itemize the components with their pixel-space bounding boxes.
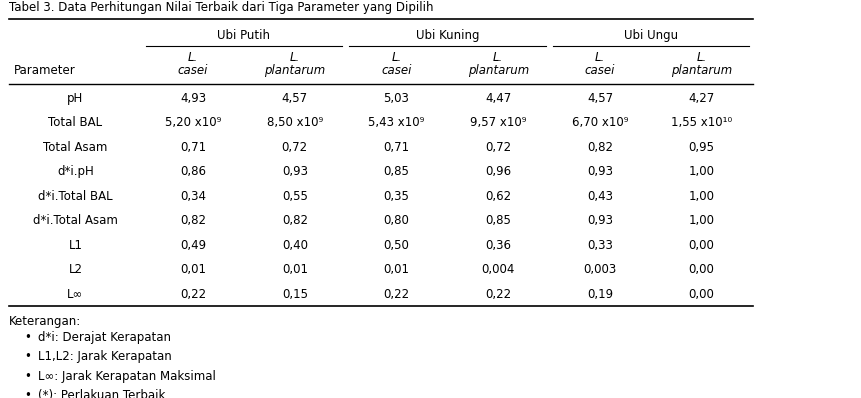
Text: L2: L2 (68, 263, 83, 276)
Text: 0,40: 0,40 (282, 239, 307, 252)
Text: Tabel 3. Data Perhitungan Nilai Terbaik dari Tiga Parameter yang Dipilih: Tabel 3. Data Perhitungan Nilai Terbaik … (9, 1, 432, 14)
Text: 1,00: 1,00 (688, 165, 714, 178)
Text: 0,96: 0,96 (485, 165, 511, 178)
Text: 4,93: 4,93 (180, 92, 206, 105)
Text: 0,01: 0,01 (180, 263, 206, 276)
Text: L.: L. (188, 51, 198, 64)
Text: L∞: Jarak Kerapatan Maksimal: L∞: Jarak Kerapatan Maksimal (38, 370, 215, 383)
Text: Ubi Putih: Ubi Putih (217, 29, 270, 42)
Text: Ubi Kuning: Ubi Kuning (415, 29, 479, 42)
Text: 4,27: 4,27 (688, 92, 714, 105)
Text: 5,43 x10⁹: 5,43 x10⁹ (368, 116, 424, 129)
Text: 1,55 x10¹⁰: 1,55 x10¹⁰ (671, 116, 731, 129)
Text: 0,95: 0,95 (688, 141, 714, 154)
Text: 4,47: 4,47 (485, 92, 511, 105)
Text: L1,L2: Jarak Kerapatan: L1,L2: Jarak Kerapatan (38, 350, 171, 363)
Text: 0,004: 0,004 (481, 263, 514, 276)
Text: •: • (24, 350, 31, 363)
Text: 0,01: 0,01 (282, 263, 307, 276)
Text: 0,80: 0,80 (383, 214, 409, 227)
Text: 0,82: 0,82 (180, 214, 206, 227)
Text: 9,57 x10⁹: 9,57 x10⁹ (469, 116, 526, 129)
Text: 0,22: 0,22 (485, 288, 511, 301)
Text: plantarum: plantarum (467, 64, 529, 77)
Text: 0,43: 0,43 (586, 190, 612, 203)
Text: L.: L. (696, 51, 706, 64)
Text: Total Asam: Total Asam (43, 141, 108, 154)
Text: d*i.Total Asam: d*i.Total Asam (33, 214, 118, 227)
Text: Parameter: Parameter (14, 64, 76, 77)
Text: casei: casei (584, 64, 615, 77)
Text: 0,85: 0,85 (485, 214, 511, 227)
Text: 0,93: 0,93 (586, 214, 612, 227)
Text: 6,70 x10⁹: 6,70 x10⁹ (571, 116, 628, 129)
Text: 0,50: 0,50 (383, 239, 409, 252)
Text: 0,85: 0,85 (383, 165, 409, 178)
Text: 0,93: 0,93 (586, 165, 612, 178)
Text: 5,03: 5,03 (383, 92, 409, 105)
Text: 0,34: 0,34 (180, 190, 206, 203)
Text: 0,00: 0,00 (688, 288, 714, 301)
Text: 0,71: 0,71 (180, 141, 206, 154)
Text: 0,72: 0,72 (282, 141, 307, 154)
Text: 0,55: 0,55 (282, 190, 307, 203)
Text: 0,22: 0,22 (383, 288, 409, 301)
Text: •: • (24, 331, 31, 344)
Text: 0,82: 0,82 (586, 141, 612, 154)
Text: 4,57: 4,57 (282, 92, 307, 105)
Text: pH: pH (67, 92, 84, 105)
Text: 0,22: 0,22 (180, 288, 206, 301)
Text: Ubi Ungu: Ubi Ungu (623, 29, 677, 42)
Text: Total BAL: Total BAL (48, 116, 102, 129)
Text: Keterangan:: Keterangan: (9, 315, 81, 328)
Text: L.: L. (594, 51, 604, 64)
Text: 4,57: 4,57 (586, 92, 612, 105)
Text: 0,19: 0,19 (586, 288, 612, 301)
Text: 0,72: 0,72 (485, 141, 511, 154)
Text: 0,003: 0,003 (583, 263, 616, 276)
Text: casei: casei (177, 64, 208, 77)
Text: •: • (24, 370, 31, 383)
Text: d*i.Total BAL: d*i.Total BAL (38, 190, 113, 203)
Text: 0,86: 0,86 (180, 165, 206, 178)
Text: 0,00: 0,00 (688, 263, 714, 276)
Text: 5,20 x10⁹: 5,20 x10⁹ (164, 116, 221, 129)
Text: L.: L. (492, 51, 503, 64)
Text: L1: L1 (68, 239, 83, 252)
Text: 0,00: 0,00 (688, 239, 714, 252)
Text: •: • (24, 389, 31, 398)
Text: 0,15: 0,15 (282, 288, 307, 301)
Text: 1,00: 1,00 (688, 214, 714, 227)
Text: 0,62: 0,62 (485, 190, 511, 203)
Text: L.: L. (391, 51, 401, 64)
Text: plantarum: plantarum (263, 64, 325, 77)
Text: 0,71: 0,71 (383, 141, 409, 154)
Text: 0,36: 0,36 (485, 239, 511, 252)
Text: 0,93: 0,93 (282, 165, 307, 178)
Text: plantarum: plantarum (670, 64, 732, 77)
Text: 0,82: 0,82 (282, 214, 307, 227)
Text: L∞: L∞ (67, 288, 84, 301)
Text: d*i.pH: d*i.pH (57, 165, 94, 178)
Text: (*): Perlakuan Terbaik: (*): Perlakuan Terbaik (38, 389, 165, 398)
Text: 1,00: 1,00 (688, 190, 714, 203)
Text: 8,50 x10⁹: 8,50 x10⁹ (266, 116, 323, 129)
Text: L.: L. (289, 51, 300, 64)
Text: 0,33: 0,33 (586, 239, 612, 252)
Text: 0,01: 0,01 (383, 263, 409, 276)
Text: 0,49: 0,49 (180, 239, 206, 252)
Text: 0,35: 0,35 (383, 190, 409, 203)
Text: casei: casei (381, 64, 412, 77)
Text: d*i: Derajat Kerapatan: d*i: Derajat Kerapatan (38, 331, 170, 344)
